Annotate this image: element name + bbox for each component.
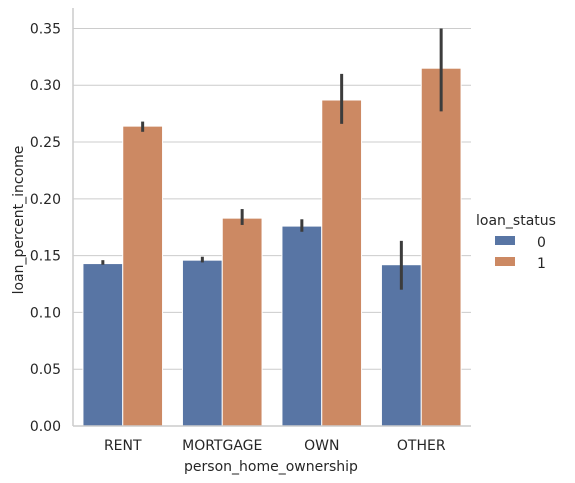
bar [122, 125, 164, 427]
y-tick-label: 0.00 [30, 419, 61, 435]
axes [72, 8, 471, 427]
legend: loan_status 0 1 [476, 213, 556, 272]
y-tick-label: 0.35 [30, 21, 61, 37]
bar [321, 99, 363, 427]
bar [380, 264, 422, 427]
y-tick-label: 0.20 [30, 192, 61, 208]
legend-label-0: 0 [537, 235, 546, 251]
bar [181, 259, 223, 427]
x-tick-label: OTHER [397, 438, 446, 454]
legend-title: loan_status [476, 213, 556, 229]
y-tick-label: 0.30 [30, 78, 61, 94]
bar [420, 67, 462, 427]
bar [281, 225, 323, 427]
legend-swatch-0 [495, 236, 515, 245]
x-tick-labels: RENT MORTGAGE OWN OTHER [104, 438, 446, 454]
x-axis-label: person_home_ownership [184, 459, 358, 475]
y-tick-label: 0.15 [30, 249, 61, 265]
bar [82, 263, 124, 427]
x-tick-label: RENT [104, 438, 142, 454]
legend-label-1: 1 [537, 256, 546, 272]
y-axis-label: loan_percent_income [11, 146, 27, 295]
bars [82, 67, 462, 427]
y-tick-labels: 0.00 0.05 0.10 0.15 0.20 0.25 0.30 0.35 [30, 21, 61, 435]
x-tick-label: OWN [304, 438, 339, 454]
bar [221, 217, 263, 427]
y-tick-label: 0.05 [30, 362, 61, 378]
y-tick-label: 0.25 [30, 135, 61, 151]
legend-swatch-1 [495, 257, 515, 266]
x-tick-label: MORTGAGE [182, 438, 262, 454]
y-tick-label: 0.10 [30, 305, 61, 321]
error-bars [101, 28, 443, 290]
